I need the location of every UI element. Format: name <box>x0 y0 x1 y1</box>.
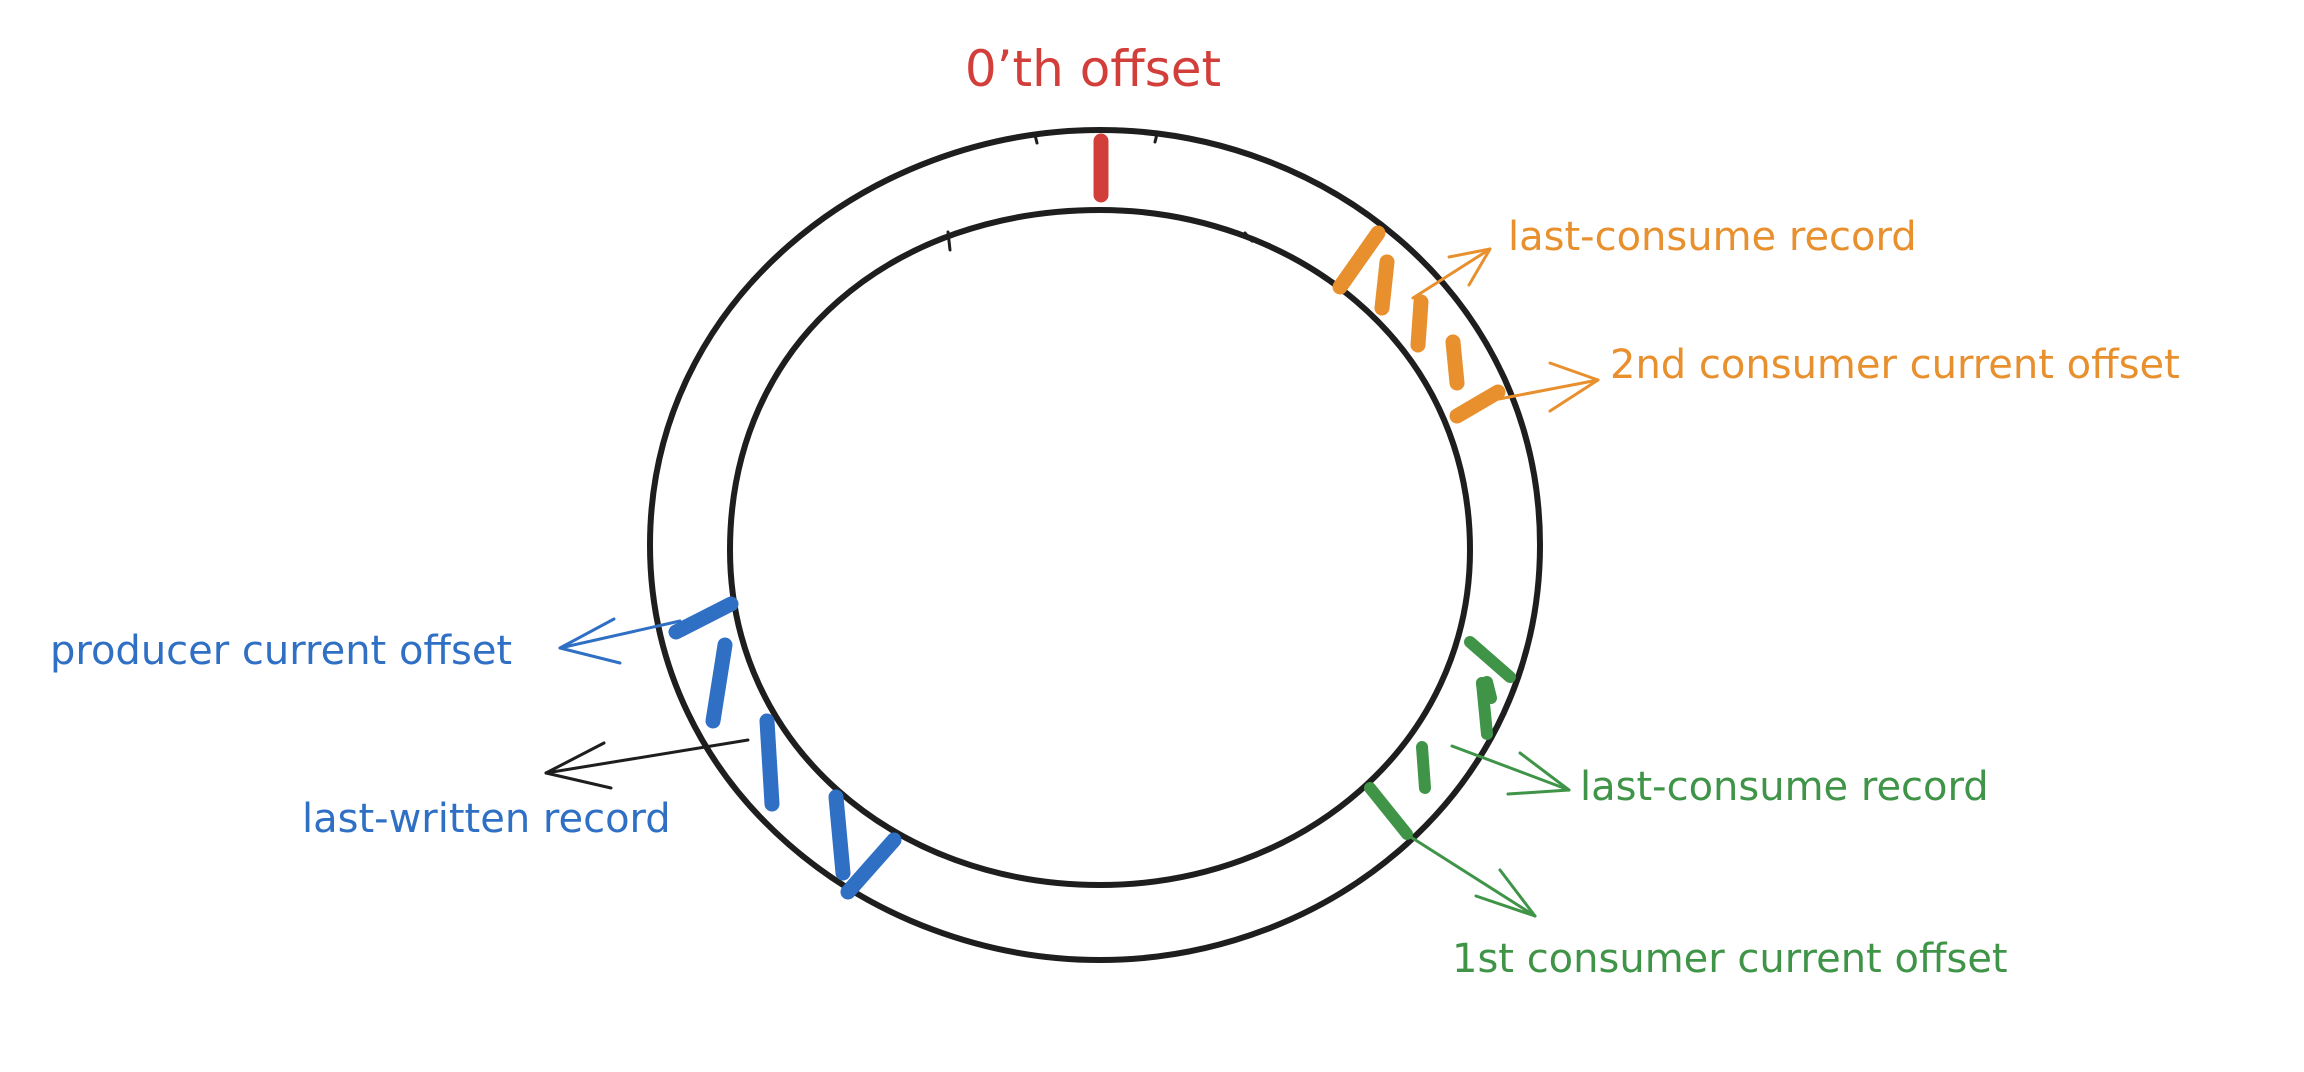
producer-records <box>668 596 902 900</box>
producer-record-tick <box>759 713 780 812</box>
zero-offset-label: 0’th offset <box>965 40 1221 98</box>
orange-last-consume-label: last-consume record <box>1508 214 1917 260</box>
ring-sketch-mark <box>946 230 952 252</box>
ring-sketch-mark <box>1243 231 1254 243</box>
producer-record-tick <box>705 637 733 729</box>
orange-record-tick <box>1332 225 1386 295</box>
outer-ring <box>646 126 1544 964</box>
ring-buffer <box>646 126 1544 964</box>
inner-ring <box>726 206 1474 889</box>
green-record-tick <box>1464 636 1516 683</box>
producer-record-tick <box>668 596 739 640</box>
producer-record-tick <box>840 832 902 900</box>
green-record-tick <box>1416 741 1431 794</box>
second-consumer-offset-arrow <box>1497 361 1600 413</box>
orange-record-tick <box>1374 254 1395 316</box>
first-consumer-offset-label: 1st consumer current offset <box>1452 936 2008 982</box>
producer-record-tick <box>828 789 851 881</box>
second-consumer-offset-label: 2nd consumer current offset <box>1610 342 2180 388</box>
first-consumer-offset-arrow <box>1404 832 1537 918</box>
last-written-arrow <box>544 738 750 790</box>
green-record-tick <box>1364 782 1413 840</box>
orange-consumer-records <box>1332 225 1506 424</box>
orange-record-tick <box>1449 384 1506 424</box>
green-consumer-records <box>1364 636 1516 840</box>
ring-sketch-mark <box>1153 132 1159 144</box>
orange-record-tick <box>1445 334 1465 391</box>
orange-last-consume-arrow <box>1411 247 1492 300</box>
green-record-tick <box>1481 676 1497 704</box>
producer-offset-arrow <box>558 617 682 665</box>
orange-record-tick <box>1410 294 1429 353</box>
producer-offset-label: producer current offset <box>50 628 512 674</box>
ring-sketch-mark <box>1033 133 1039 145</box>
green-last-consume-arrow <box>1450 744 1571 796</box>
last-written-label: last-written record <box>302 796 671 842</box>
green-last-consume-label: last-consume record <box>1580 764 1989 810</box>
